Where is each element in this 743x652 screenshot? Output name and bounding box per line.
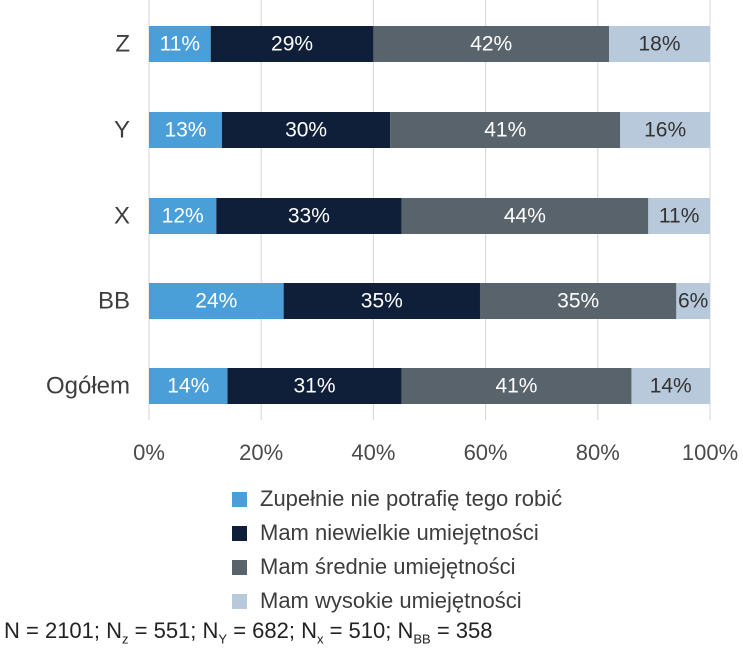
- legend-label: Mam średnie umiejętności: [260, 554, 516, 579]
- category-label: Ogółem: [46, 372, 130, 399]
- legend-item: Zupełnie nie potrafię tego robić: [232, 482, 562, 516]
- bar-segment: [221, 112, 391, 148]
- legend-swatch: [232, 491, 247, 507]
- bar-segment: [676, 283, 710, 319]
- data-label: 13%: [164, 119, 206, 142]
- category-label: X: [114, 202, 130, 229]
- data-label: 16%: [644, 119, 686, 142]
- footnote-subscript: x: [316, 631, 324, 647]
- legend-swatch: [232, 559, 247, 575]
- footnote-text: = 510; N: [323, 618, 414, 643]
- data-label: 12%: [162, 205, 204, 228]
- x-tick-label: 20%: [239, 440, 283, 465]
- data-label: 14%: [650, 375, 692, 398]
- data-label: 11%: [160, 33, 200, 56]
- footnote-text: = 358: [430, 618, 493, 643]
- sample-size-footnote: N = 2101; Nz = 551; NY = 682; Nx = 510; …: [4, 618, 492, 646]
- bar-segment: [149, 368, 228, 404]
- legend: Zupełnie nie potrafię tego robić Mam nie…: [232, 482, 562, 618]
- bar-segment: [631, 368, 710, 404]
- bar-segment: [609, 26, 710, 62]
- legend-label: Zupełnie nie potrafię tego robić: [260, 486, 563, 511]
- footnote-text: = 682; N: [227, 618, 317, 643]
- footnote-text: N = 2101; N: [4, 618, 123, 643]
- x-tick-label: 60%: [464, 440, 508, 465]
- bar-segment: [216, 198, 402, 234]
- data-label: 41%: [484, 119, 526, 142]
- bar-segment: [149, 112, 222, 148]
- legend-label: Mam wysokie umiejętności: [260, 588, 522, 613]
- category-label: BB: [98, 287, 130, 314]
- x-tick-label: 100%: [682, 440, 738, 465]
- data-label: 11%: [659, 205, 699, 228]
- bar-segment: [401, 198, 649, 234]
- legend-swatch: [232, 525, 247, 541]
- footnote-text: = 551; N: [128, 618, 219, 643]
- data-label: 24%: [195, 290, 237, 313]
- bar-segment: [210, 26, 374, 62]
- bar-segment: [283, 283, 480, 319]
- x-tick-label: 80%: [576, 440, 620, 465]
- legend-item: Mam niewielkie umiejętności: [232, 516, 562, 550]
- data-label: 31%: [293, 375, 335, 398]
- category-label: Z: [115, 30, 130, 57]
- bar-segment: [149, 198, 217, 234]
- footnote-subscript: z: [122, 631, 129, 647]
- data-label: 35%: [557, 290, 599, 313]
- stacked-bar-chart: 11% 29% 42% 18% Z 13% 30% 41% 16% Y 12% 33% 44% 11% X 2…: [46, 0, 738, 465]
- footnote-subscript: Y: [218, 631, 228, 647]
- category-label: Y: [114, 116, 130, 143]
- footnote-subscript: BB: [413, 631, 431, 647]
- legend-label: Mam niewielkie umiejętności: [260, 520, 539, 545]
- legend-item: Mam średnie umiejętności: [232, 550, 562, 584]
- data-label: 42%: [470, 33, 512, 56]
- legend-item: Mam wysokie umiejętności: [232, 584, 562, 618]
- data-label: 33%: [288, 205, 330, 228]
- x-tick-label: 40%: [351, 440, 395, 465]
- bar-segment: [401, 368, 632, 404]
- data-label: 29%: [271, 33, 313, 56]
- bar-segment: [620, 112, 710, 148]
- data-label: 30%: [285, 119, 327, 142]
- bar-segment: [648, 198, 710, 234]
- data-label: 6%: [678, 290, 708, 313]
- bar-segment: [373, 26, 610, 62]
- bar-segment: [479, 283, 677, 319]
- data-label: 18%: [638, 33, 680, 56]
- bar-segment: [390, 112, 621, 148]
- legend-swatch: [232, 593, 247, 609]
- data-label: 35%: [361, 290, 403, 313]
- data-label: 41%: [495, 375, 537, 398]
- data-label: 14%: [167, 375, 209, 398]
- bar-segment: [149, 283, 284, 319]
- bar-segment: [227, 368, 402, 404]
- data-label: 44%: [504, 205, 546, 228]
- x-tick-label: 0%: [133, 440, 165, 465]
- bar-segment: [149, 26, 211, 62]
